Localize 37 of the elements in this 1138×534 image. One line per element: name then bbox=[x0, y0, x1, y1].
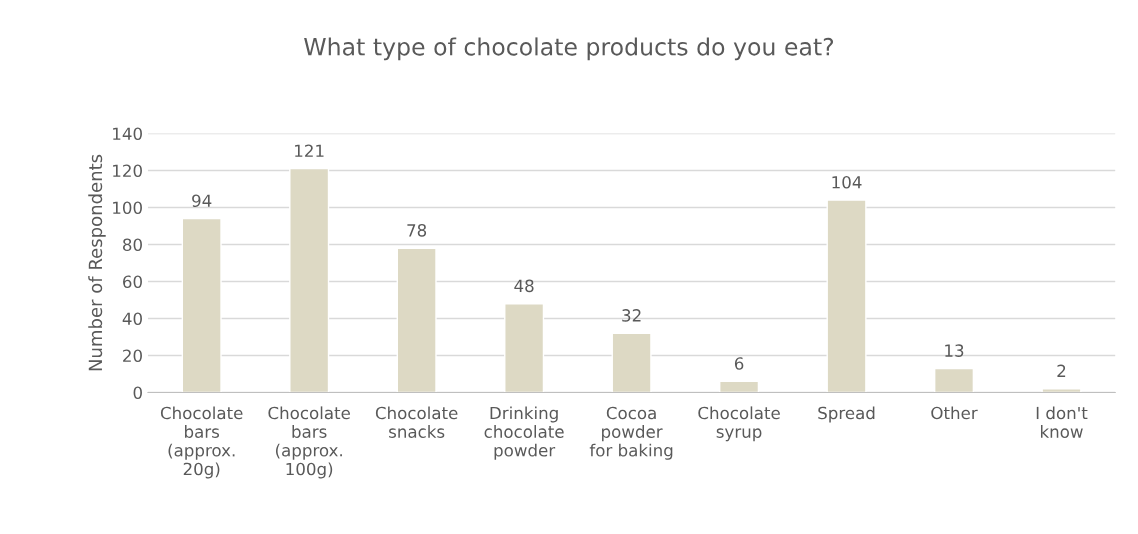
x-tick-label: Cocoa powder for baking bbox=[589, 406, 673, 460]
y-tick-label: 60 bbox=[123, 275, 142, 289]
bar bbox=[719, 380, 760, 393]
bar bbox=[826, 199, 867, 393]
x-tick-label: Spread bbox=[818, 406, 875, 423]
chart-title: What type of chocolate products do you eat? bbox=[304, 37, 834, 61]
x-tick-label: Chocolate syrup bbox=[698, 406, 780, 442]
x-tick-label: Other bbox=[931, 406, 978, 420]
data-label: 104 bbox=[832, 175, 862, 189]
y-tick-label: 0 bbox=[133, 386, 142, 400]
bar bbox=[933, 367, 975, 393]
y-axis-title: Number of Respondents bbox=[88, 154, 106, 371]
data-label: 13 bbox=[945, 344, 964, 357]
y-tick-label: 40 bbox=[122, 312, 142, 326]
data-label: 78 bbox=[407, 224, 427, 237]
bar bbox=[611, 332, 652, 393]
data-label: 32 bbox=[622, 309, 641, 322]
x-tick-label: Chocolate snacks bbox=[375, 406, 458, 438]
data-label: 94 bbox=[192, 194, 212, 208]
data-label: 6 bbox=[734, 357, 744, 370]
y-tick-label: 20 bbox=[123, 349, 142, 363]
x-tick-label: Chocolate bars (approx. 100g) bbox=[268, 406, 350, 479]
data-label: 48 bbox=[514, 279, 534, 293]
y-tick-label: 120 bbox=[113, 164, 142, 178]
bar bbox=[396, 247, 437, 393]
y-tick-label: 140 bbox=[113, 127, 142, 141]
bar bbox=[504, 302, 545, 393]
data-label: 121 bbox=[295, 144, 324, 157]
x-tick-label: Drinking chocolate powder bbox=[484, 406, 564, 460]
data-label: 2 bbox=[1057, 364, 1066, 377]
y-tick-label: 80 bbox=[123, 238, 142, 252]
x-tick-label: Chocolate bars (approx. 20g) bbox=[160, 406, 243, 479]
bar bbox=[289, 167, 330, 393]
x-tick-label: I don't know bbox=[1036, 406, 1088, 438]
bar bbox=[181, 217, 222, 393]
bar bbox=[1041, 388, 1082, 393]
y-tick-label: 100 bbox=[113, 201, 142, 215]
